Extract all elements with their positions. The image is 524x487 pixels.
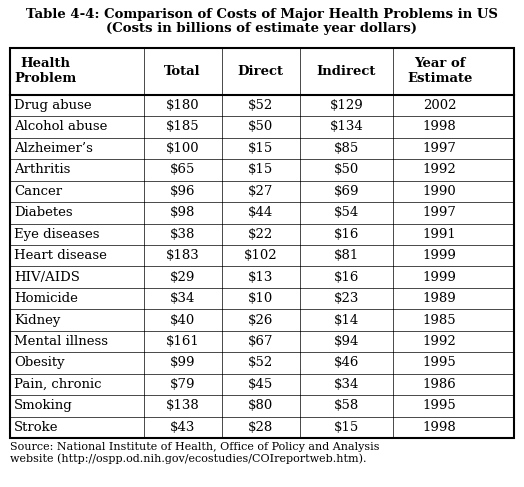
Text: 1997: 1997 xyxy=(423,206,456,219)
Text: $81: $81 xyxy=(334,249,359,262)
Text: Drug abuse: Drug abuse xyxy=(14,99,92,112)
Text: 1999: 1999 xyxy=(423,249,456,262)
Text: $34: $34 xyxy=(170,292,195,305)
Text: Eye diseases: Eye diseases xyxy=(14,228,100,241)
Text: $45: $45 xyxy=(248,378,274,391)
Text: Mental illness: Mental illness xyxy=(14,335,108,348)
Text: Obesity: Obesity xyxy=(14,356,64,370)
Text: 1998: 1998 xyxy=(423,421,456,434)
Text: 1985: 1985 xyxy=(423,314,456,326)
Text: $94: $94 xyxy=(334,335,359,348)
Text: (Costs in billions of estimate year dollars): (Costs in billions of estimate year doll… xyxy=(106,22,418,35)
Text: $69: $69 xyxy=(334,185,359,198)
Text: $43: $43 xyxy=(170,421,195,434)
Text: $79: $79 xyxy=(170,378,195,391)
Text: 2002: 2002 xyxy=(423,99,456,112)
Text: 1998: 1998 xyxy=(423,120,456,133)
Text: Table 4-4: Comparison of Costs of Major Health Problems in US: Table 4-4: Comparison of Costs of Major … xyxy=(26,8,498,21)
Text: $29: $29 xyxy=(170,271,195,283)
Text: $134: $134 xyxy=(330,120,363,133)
Text: Health
Problem: Health Problem xyxy=(14,57,77,85)
Text: 1995: 1995 xyxy=(423,356,456,370)
Text: $14: $14 xyxy=(334,314,359,326)
Text: $26: $26 xyxy=(248,314,274,326)
Text: $100: $100 xyxy=(166,142,200,155)
Text: 1990: 1990 xyxy=(423,185,456,198)
Text: $16: $16 xyxy=(334,228,359,241)
Text: $44: $44 xyxy=(248,206,274,219)
Text: $96: $96 xyxy=(170,185,195,198)
Text: Year of
Estimate: Year of Estimate xyxy=(407,57,472,85)
Text: $67: $67 xyxy=(248,335,274,348)
Text: $185: $185 xyxy=(166,120,200,133)
Text: $50: $50 xyxy=(248,120,274,133)
Text: Alzheimer’s: Alzheimer’s xyxy=(14,142,93,155)
Text: Diabetes: Diabetes xyxy=(14,206,73,219)
Text: Total: Total xyxy=(165,65,201,78)
Text: Alcohol abuse: Alcohol abuse xyxy=(14,120,107,133)
Text: $15: $15 xyxy=(334,421,359,434)
Text: $58: $58 xyxy=(334,399,359,412)
Text: $13: $13 xyxy=(248,271,274,283)
Text: $50: $50 xyxy=(334,163,359,176)
Text: Stroke: Stroke xyxy=(14,421,59,434)
Text: Direct: Direct xyxy=(238,65,283,78)
Text: $27: $27 xyxy=(248,185,274,198)
Text: $138: $138 xyxy=(166,399,200,412)
Text: $98: $98 xyxy=(170,206,195,219)
Text: $54: $54 xyxy=(334,206,359,219)
Text: $15: $15 xyxy=(248,163,274,176)
Text: 1995: 1995 xyxy=(423,399,456,412)
Text: Cancer: Cancer xyxy=(14,185,62,198)
Text: $180: $180 xyxy=(166,99,200,112)
Text: $129: $129 xyxy=(330,99,363,112)
Text: $38: $38 xyxy=(170,228,195,241)
Text: 1991: 1991 xyxy=(423,228,456,241)
Text: 1999: 1999 xyxy=(423,271,456,283)
Text: $52: $52 xyxy=(248,99,274,112)
Text: $46: $46 xyxy=(334,356,359,370)
Text: $28: $28 xyxy=(248,421,274,434)
Text: $85: $85 xyxy=(334,142,359,155)
Text: Source: National Institute of Health, Office of Policy and Analysis
website (htt: Source: National Institute of Health, Of… xyxy=(10,442,379,464)
Bar xyxy=(10,48,514,438)
Text: $183: $183 xyxy=(166,249,200,262)
Text: Kidney: Kidney xyxy=(14,314,60,326)
Text: HIV/AIDS: HIV/AIDS xyxy=(14,271,80,283)
Text: $22: $22 xyxy=(248,228,274,241)
Text: $40: $40 xyxy=(170,314,195,326)
Text: 1992: 1992 xyxy=(423,163,456,176)
Text: $80: $80 xyxy=(248,399,274,412)
Text: 1992: 1992 xyxy=(423,335,456,348)
Text: $34: $34 xyxy=(334,378,359,391)
Text: $23: $23 xyxy=(334,292,359,305)
Text: $15: $15 xyxy=(248,142,274,155)
Text: Smoking: Smoking xyxy=(14,399,73,412)
Text: 1989: 1989 xyxy=(423,292,456,305)
Text: $52: $52 xyxy=(248,356,274,370)
Text: 1997: 1997 xyxy=(423,142,456,155)
Text: Indirect: Indirect xyxy=(316,65,376,78)
Text: Arthritis: Arthritis xyxy=(14,163,70,176)
Text: $102: $102 xyxy=(244,249,278,262)
Text: Homicide: Homicide xyxy=(14,292,78,305)
Text: $161: $161 xyxy=(166,335,200,348)
Text: Pain, chronic: Pain, chronic xyxy=(14,378,102,391)
Text: $16: $16 xyxy=(334,271,359,283)
Text: Heart disease: Heart disease xyxy=(14,249,107,262)
Text: $99: $99 xyxy=(170,356,195,370)
Text: $65: $65 xyxy=(170,163,195,176)
Text: $10: $10 xyxy=(248,292,274,305)
Text: 1986: 1986 xyxy=(423,378,456,391)
